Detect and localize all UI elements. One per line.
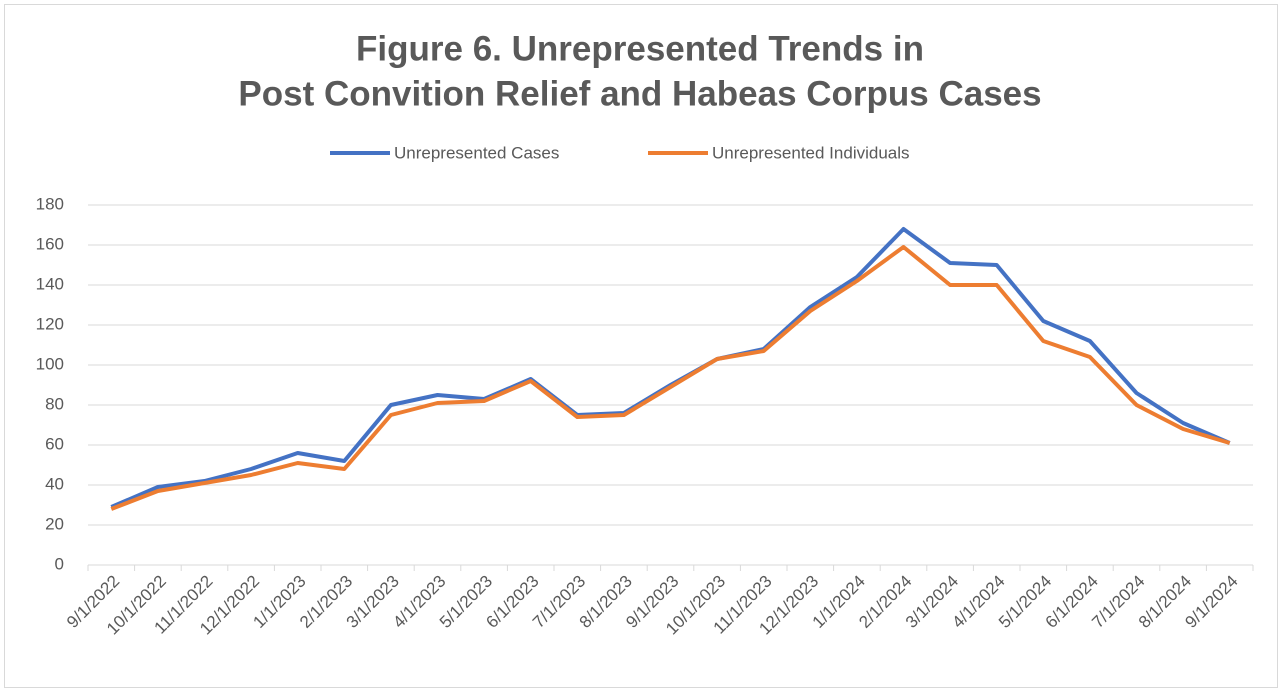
y-tick-label: 100 bbox=[36, 354, 64, 373]
y-tick-label: 60 bbox=[45, 434, 64, 453]
chart-title: Figure 6. Unrepresented Trends in bbox=[356, 29, 924, 68]
legend-label: Unrepresented Cases bbox=[394, 143, 559, 162]
chart-border bbox=[4, 4, 1278, 688]
chart-title: Post Convition Relief and Habeas Corpus … bbox=[238, 74, 1041, 113]
y-tick-label: 120 bbox=[36, 314, 64, 333]
y-tick-label: 140 bbox=[36, 274, 64, 293]
y-tick-label: 160 bbox=[36, 234, 64, 253]
y-tick-label: 180 bbox=[36, 194, 64, 213]
y-tick-label: 40 bbox=[45, 474, 64, 493]
legend-label: Unrepresented Individuals bbox=[712, 143, 910, 162]
y-tick-label: 0 bbox=[55, 554, 64, 573]
y-tick-label: 20 bbox=[45, 514, 64, 533]
y-tick-label: 80 bbox=[45, 394, 64, 413]
line-series bbox=[110, 245, 1231, 511]
